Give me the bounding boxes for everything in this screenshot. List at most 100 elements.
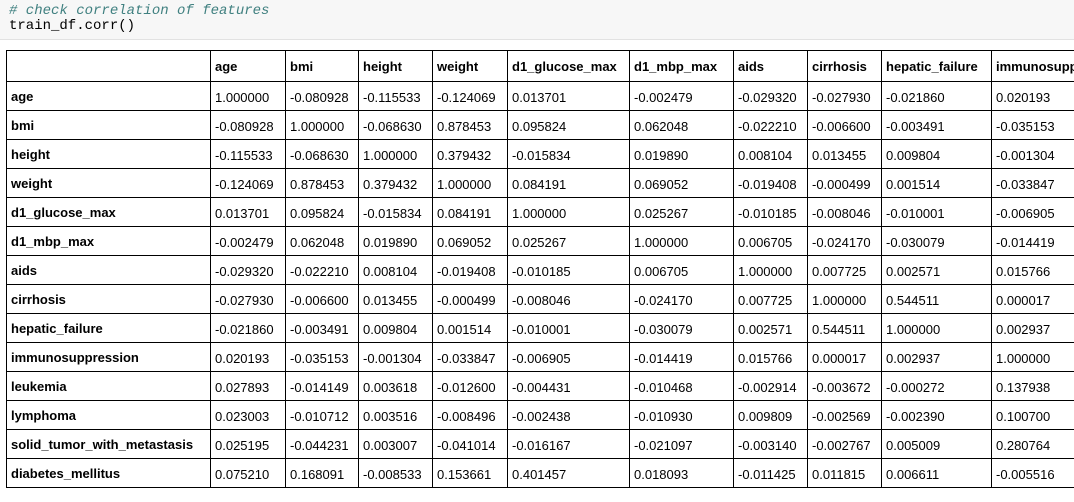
row-label: weight [6,168,211,198]
table-cell: -0.000499 [807,168,882,198]
row-label: cirrhosis [6,284,211,314]
table-cell: -0.030079 [629,313,734,343]
table-cell: -0.029320 [733,81,808,111]
table-cell: -0.022210 [733,110,808,140]
table-cell: 1.000000 [432,168,508,198]
table-row: solid_tumor_with_metastasis 0.025195 -0.04… [6,429,1074,459]
table-cell: 0.075210 [210,458,286,488]
table-cell: 1.000000 [285,110,359,140]
row-label: bmi [6,110,211,140]
column-header: height [358,50,433,82]
table-cell: -0.002479 [629,81,734,111]
table-cell: -0.024170 [807,226,882,256]
column-header: bmi [285,50,359,82]
table-cell: 0.001514 [432,313,508,343]
table-cell: 0.007725 [733,284,808,314]
table-cell: -0.016167 [507,429,630,459]
table-cell: 0.008104 [733,139,808,169]
table-cell: -0.008496 [432,400,508,430]
table-cell: 1.000000 [991,342,1074,372]
table-cell: -0.115533 [358,81,433,111]
table-row: immunosuppression 0.020193 -0.035153 -0.001… [6,342,1074,372]
table-cell: -0.033847 [432,342,508,372]
table-cell: 0.018093 [629,458,734,488]
table-cell: -0.002438 [507,400,630,430]
table-cell: 0.013455 [807,139,882,169]
table-cell: 0.013455 [358,284,433,314]
table-cell: -0.035153 [285,342,359,372]
header-row: age bmi height weight d1_glucose_max d1_… [6,50,1074,82]
table-cell: 0.006705 [733,226,808,256]
table-cell: 1.000000 [733,255,808,285]
table-cell: 0.137938 [991,371,1074,401]
table-cell: -0.015834 [358,197,433,227]
table-cell: -0.024170 [629,284,734,314]
table-row: aids -0.029320 -0.022210 0.008104 -0.019408-… [6,255,1074,285]
table-cell: -0.015834 [507,139,630,169]
table-cell: -0.006600 [807,110,882,140]
table-cell: -0.002569 [807,400,882,430]
table-cell: -0.124069 [210,168,286,198]
table-cell: 0.006611 [881,458,992,488]
table-row: lymphoma 0.023003 -0.010712 0.003516 -0.0084… [6,400,1074,430]
table-cell: 0.020193 [991,81,1074,111]
table-cell: 0.001514 [881,168,992,198]
table-cell: -0.008046 [807,197,882,227]
column-header: aids [733,50,808,82]
table-cell: -0.068630 [358,110,433,140]
table-cell: 0.000017 [807,342,882,372]
table-cell: 0.005009 [881,429,992,459]
table-row: age 1.000000 -0.080928 -0.115533 -0.124069 0.… [6,81,1074,111]
table-cell: -0.021097 [629,429,734,459]
table-cell: -0.006905 [507,342,630,372]
table-cell: 0.008104 [358,255,433,285]
table-cell: 0.019890 [629,139,734,169]
table-cell: 1.000000 [507,197,630,227]
table-cell: 0.379432 [432,139,508,169]
table-cell: 0.095824 [507,110,630,140]
table-cell: -0.005516 [991,458,1074,488]
column-header: hepatic_failure [881,50,992,82]
table-cell: -0.002479 [210,226,286,256]
table-cell: -0.029320 [210,255,286,285]
table-cell: -0.010001 [507,313,630,343]
table-cell: 0.009804 [881,139,992,169]
table-cell: -0.000499 [432,284,508,314]
code-cell[interactable]: # check correlation of features train_df… [0,0,1074,40]
table-cell: 1.000000 [629,226,734,256]
table-cell: -0.014419 [629,342,734,372]
table-row: diabetes_mellitus 0.075210 0.168091 -0.0085… [6,458,1074,488]
table-cell: 0.002937 [881,342,992,372]
table-cell: -0.027930 [807,81,882,111]
row-label: hepatic_failure [6,313,211,343]
table-cell: 0.002571 [733,313,808,343]
table-cell: -0.014149 [285,371,359,401]
table-cell: 0.095824 [285,197,359,227]
row-label: leukemia [6,371,211,401]
table-cell: -0.012600 [432,371,508,401]
table-cell: 0.168091 [285,458,359,488]
table-cell: 0.062048 [629,110,734,140]
table-cell: -0.010185 [733,197,808,227]
table-cell: -0.041014 [432,429,508,459]
table-cell: 0.023003 [210,400,286,430]
table-cell: -0.021860 [881,81,992,111]
table-cell: 0.069052 [432,226,508,256]
table-cell: 0.027893 [210,371,286,401]
table-cell: 1.000000 [210,81,286,111]
table-cell: 0.100700 [991,400,1074,430]
table-cell: -0.003140 [733,429,808,459]
table-cell: 0.002571 [881,255,992,285]
table-row: height -0.115533 -0.068630 1.000000 0.379432… [6,139,1074,169]
table-cell: -0.027930 [210,284,286,314]
table-cell: 0.003516 [358,400,433,430]
table-cell: -0.000272 [881,371,992,401]
row-label: lymphoma [6,400,211,430]
code-comment: # check correlation of features [9,3,270,19]
table-cell: -0.002390 [881,400,992,430]
table-cell: 0.878453 [285,168,359,198]
table-cell: 1.000000 [358,139,433,169]
table-cell: -0.068630 [285,139,359,169]
table-cell: 0.015766 [733,342,808,372]
table-cell: -0.010185 [507,255,630,285]
